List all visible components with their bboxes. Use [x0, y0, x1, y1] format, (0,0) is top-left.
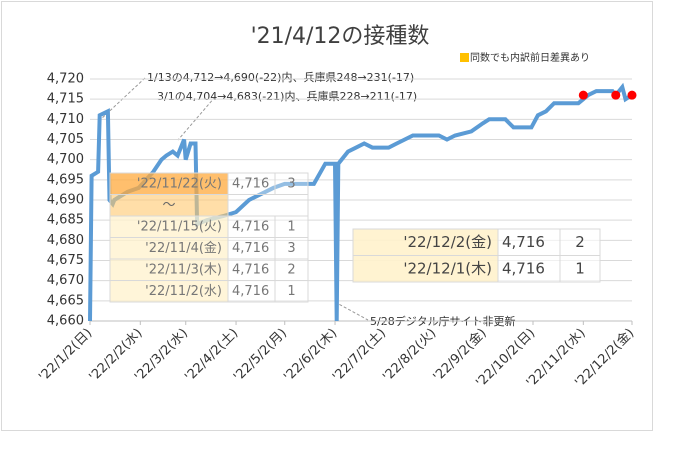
table-text: '22/11/4(金) [145, 240, 222, 256]
table-text: 4,716 [232, 219, 269, 234]
highlight-point [611, 90, 621, 100]
table-text: '22/11/3(木) [145, 262, 222, 277]
table-text: 4,716 [232, 176, 269, 191]
y-tick-label: 4,665 [47, 293, 84, 308]
table-text: '22/11/15(火) [137, 219, 222, 234]
table-text: 1 [287, 284, 295, 299]
table-text: 2 [287, 262, 295, 277]
table-text: 4,716 [502, 259, 545, 277]
tables: '22/11/22(火) 4,716 3 ～ '22/11/15(火) 4,716 1 '22… [109, 172, 601, 303]
table-text: 4,716 [232, 241, 269, 256]
legend-text: 同数でも内訳前日差異あり [470, 51, 590, 64]
table-text: '22/11/22(火) [137, 176, 222, 191]
table-text: 1 [287, 219, 295, 234]
y-tick-label: 4,700 [47, 152, 84, 167]
chart-title: '21/4/12の接種数 [251, 24, 430, 49]
y-tick-label: 4,695 [47, 172, 84, 187]
table-cell [497, 255, 561, 283]
table-text: 1 [575, 259, 585, 277]
table-text: 4,716 [232, 262, 269, 277]
legend-swatch [460, 53, 469, 62]
y-tick-label: 4,690 [47, 193, 84, 208]
y-tick-label: 4,660 [47, 314, 84, 329]
leader [334, 301, 369, 321]
highlight-point [627, 90, 637, 100]
y-tick-label: 4,670 [47, 273, 84, 288]
table-text: '22/12/2(金) [403, 233, 492, 251]
y-tick-label: 4,685 [47, 213, 84, 228]
table-cell [274, 280, 309, 303]
table-text: 3 [287, 176, 295, 191]
leader [177, 96, 216, 141]
table-text: 4,716 [232, 284, 269, 299]
table-cell [352, 255, 499, 283]
line [88, 82, 634, 322]
y-tick-label: 4,715 [47, 92, 84, 107]
y-tick-label: 4,720 [47, 72, 84, 87]
y-tick-label: 4,705 [47, 132, 84, 147]
highlight-point [578, 90, 588, 100]
table-text: ～ [162, 198, 175, 213]
table-text: '22/11/2(水) [145, 284, 222, 299]
table-text: 4,716 [502, 233, 545, 251]
table-cell [352, 228, 499, 256]
table-text: 3 [287, 241, 295, 256]
table-cell [559, 255, 601, 283]
annotation: 1/13の4,712→4,690(-22)内、兵庫県248→231(-17) [147, 70, 414, 84]
table-text: 2 [575, 233, 585, 251]
annotation: 3/1の4,704→4,683(-21)内、兵庫県228→211(-17) [157, 89, 417, 103]
y-tick-label: 4,710 [47, 112, 84, 127]
y-tick-label: 4,675 [47, 253, 84, 268]
table-text: '22/12/1(木) [403, 259, 492, 277]
y-tick-label: 4,680 [47, 233, 84, 248]
